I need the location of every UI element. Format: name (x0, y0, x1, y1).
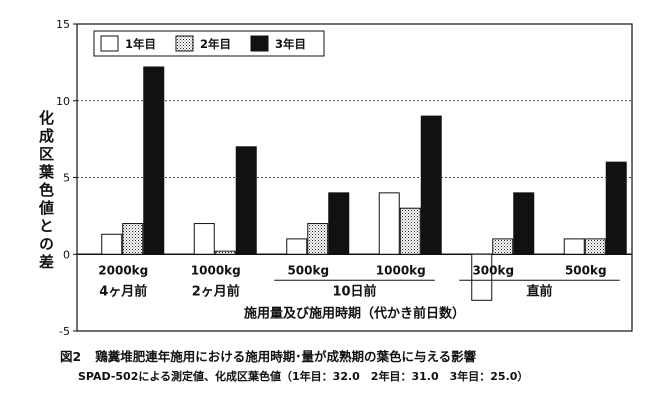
y-tick-label: 15 (56, 18, 70, 31)
category-label: 300kg (472, 263, 514, 277)
bar-3年目 (513, 192, 535, 255)
legend-label: 3年目 (275, 37, 306, 51)
bar-1年目 (193, 223, 215, 255)
y-tick-label: 10 (56, 95, 70, 108)
bar-1年目 (286, 238, 308, 255)
bar-2年目 (584, 238, 606, 255)
figure-note: SPAD-502による測定値、化成区葉色値（1年目：32.0 2年目：31.0 … (78, 370, 529, 383)
y-axis-label: 化成区葉色値との差 (37, 109, 55, 272)
bar-2年目 (492, 238, 514, 255)
timing-label: 2ヶ月前 (192, 283, 240, 299)
category-label: 500kg (287, 263, 329, 277)
legend-swatch (175, 35, 194, 52)
bar-2年目 (399, 207, 421, 255)
timing-label: 直前 (526, 283, 552, 299)
y-tick-label: 0 (63, 248, 70, 261)
bar-1年目 (101, 233, 123, 255)
bar-3年目 (235, 146, 257, 255)
bar-2年目 (214, 250, 236, 255)
legend-swatch (100, 35, 119, 52)
figure-caption: 図2 鶏糞堆肥連年施用における施用時期･量が成熟期の葉色に与える影響 (60, 346, 476, 365)
bar-1年目 (378, 192, 400, 255)
bar-3年目 (420, 115, 442, 255)
bar-3年目 (328, 192, 350, 255)
timing-label: 4ヶ月前 (99, 283, 147, 299)
legend-box (93, 30, 325, 57)
bar-3年目 (605, 161, 627, 255)
bar-3年目 (143, 66, 165, 255)
legend-swatch (250, 35, 269, 52)
x-axis-label: 施用量及び施用時期（代かき前日数） (244, 305, 465, 321)
legend: 1年目 2年目 3年目 (93, 30, 325, 57)
timing-label: 10日前 (332, 283, 376, 299)
category-label: 2000kg (98, 263, 148, 277)
legend-label: 2年目 (200, 37, 231, 51)
bar-1年目 (563, 238, 585, 255)
bar-2年目 (122, 223, 144, 255)
bar-2年目 (307, 223, 329, 255)
legend-label: 1年目 (125, 37, 156, 51)
category-label: 1000kg (376, 263, 426, 277)
y-tick-label: -5 (59, 325, 70, 338)
category-label: 1000kg (191, 263, 241, 277)
bar-1年目 (471, 253, 493, 301)
figure-title: 鶏糞堆肥連年施用における施用時期･量が成熟期の葉色に与える影響 (95, 349, 477, 364)
figure-label: 図2 (60, 349, 82, 364)
y-tick-label: 5 (63, 172, 70, 185)
category-label: 500kg (565, 263, 607, 277)
